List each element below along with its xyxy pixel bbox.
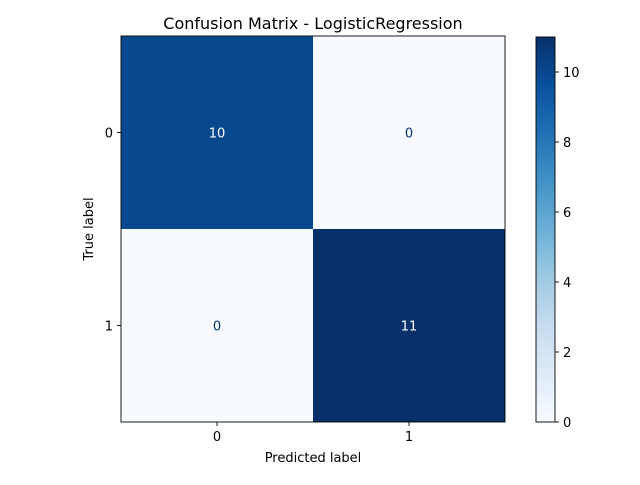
colorbar-ticks: 0 2 4 6 8 10 [555,66,580,431]
x-axis-label: Predicted label [265,451,362,466]
heatmap-cell [121,36,313,229]
y-axis-label: True label [82,197,97,261]
colorbar-tick-label: 0 [563,416,571,431]
y-tick-label: 1 [105,320,113,335]
heatmap-cells [121,36,505,422]
cell-value-label: 10 [209,127,226,142]
heatmap-cell [313,36,505,229]
chart-title: Confusion Matrix - LogisticRegression [163,14,462,33]
x-tick-label: 0 [213,430,221,445]
colorbar [535,36,556,423]
y-axis-ticks: 01 [105,127,121,335]
plot-frame [120,35,506,423]
cell-value-label: 0 [405,127,413,142]
heatmap-cell-labels: 10 0 0 11 [209,127,418,335]
colorbar-tick-label: 2 [563,346,571,361]
heatmap-cell [121,229,313,422]
colorbar-tick-label: 8 [563,136,571,151]
y-tick-label: 0 [105,127,113,142]
colorbar-tick-label: 6 [563,206,571,221]
heatmap-cell [313,229,505,422]
colorbar-tick-label: 4 [563,276,571,291]
colorbar-tick-label: 10 [563,66,580,81]
x-tick-label: 1 [405,430,413,445]
cell-value-label: 11 [401,320,418,335]
cell-value-label: 0 [213,320,221,335]
